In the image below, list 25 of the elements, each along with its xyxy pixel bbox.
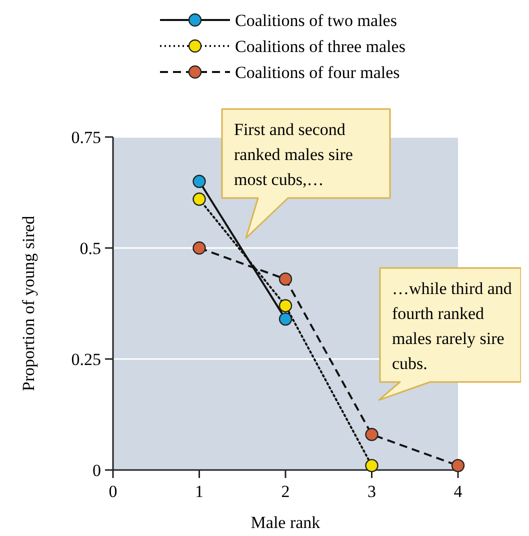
legend-label: Coalitions of four males <box>235 62 400 82</box>
legend-label: Coalitions of three males <box>235 36 406 56</box>
point <box>192 174 206 188</box>
legend-label: Coalitions of two males <box>235 10 397 30</box>
point <box>365 428 378 442</box>
point <box>192 192 206 206</box>
point <box>278 272 292 286</box>
annotation: First and second ranked males sire most cubs,… <box>234 120 353 189</box>
y-tick-label: 0.5 <box>80 238 101 258</box>
y-axis-title: Proportion of young sired <box>19 215 38 392</box>
x-tick-label: 3 <box>368 482 376 501</box>
point <box>365 458 378 472</box>
point <box>278 299 292 312</box>
x-tick-label: 0 <box>108 482 118 501</box>
y-tick-label: 0.75 <box>71 128 101 147</box>
y-tick-label: 0 <box>92 460 101 480</box>
y-tick-label: 0.25 <box>71 350 101 369</box>
point <box>278 312 292 326</box>
x-tick-label: 4 <box>454 482 463 501</box>
point <box>451 458 465 472</box>
point <box>192 241 206 255</box>
x-tick-label: 2 <box>281 482 290 501</box>
x-axis-title: Male rank <box>250 513 321 532</box>
annotation: …while third and fourth ranked males rarely sire cubs. <box>392 279 512 373</box>
x-tick-label: 1 <box>195 482 204 501</box>
